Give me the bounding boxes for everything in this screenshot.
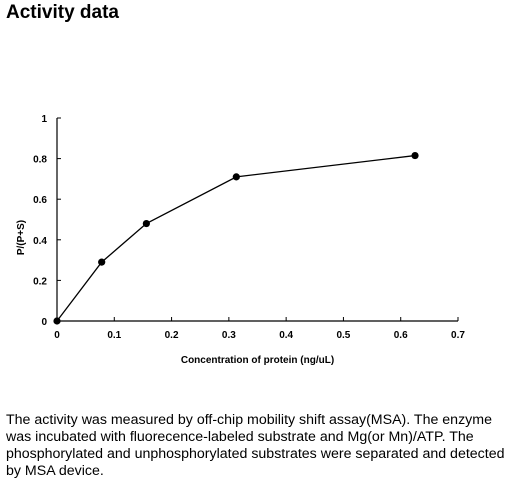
x-tick-label: 0.2 bbox=[165, 330, 179, 341]
x-tick-label: 0.7 bbox=[451, 330, 465, 341]
chart-series bbox=[53, 151, 419, 325]
chart-axes bbox=[56, 118, 458, 322]
x-tick-label: 0 bbox=[54, 330, 60, 341]
page-title: Activity data bbox=[6, 2, 119, 23]
data-point bbox=[98, 258, 106, 266]
data-point bbox=[53, 317, 61, 325]
y-tick-label: 0.8 bbox=[33, 155, 47, 166]
data-point bbox=[232, 173, 240, 181]
y-tick-label: 0.2 bbox=[33, 276, 47, 287]
x-tick-label: 0.5 bbox=[336, 330, 350, 341]
description-text: The activity was measured by off-chip mo… bbox=[6, 412, 505, 479]
data-point bbox=[411, 151, 419, 160]
y-tick-label: 1 bbox=[41, 114, 47, 125]
y-tick-label: 0 bbox=[41, 317, 47, 328]
activity-chart: 0 0.1 0.2 0.3 0.4 0.5 0.6 0.7 0 0.2 0.4 0.6 0.8 1 Con… bbox=[16, 114, 465, 366]
data-point bbox=[142, 219, 150, 228]
x-axis-title: Concentration of protein (ng/uL) bbox=[181, 355, 334, 366]
x-tick-label: 0.6 bbox=[394, 330, 408, 341]
y-tick-label: 0.4 bbox=[33, 236, 47, 247]
y-tick-label: 0.6 bbox=[33, 195, 47, 206]
chart-ticks: 0 0.1 0.2 0.3 0.4 0.5 0.6 0.7 0 0.2 0.4 0.6 0.8 1 bbox=[33, 114, 465, 341]
y-axis-title: P/(P+S) bbox=[16, 220, 27, 255]
x-tick-label: 0.3 bbox=[222, 330, 236, 341]
x-tick-label: 0.4 bbox=[279, 330, 293, 341]
x-tick-label: 0.1 bbox=[107, 330, 121, 341]
